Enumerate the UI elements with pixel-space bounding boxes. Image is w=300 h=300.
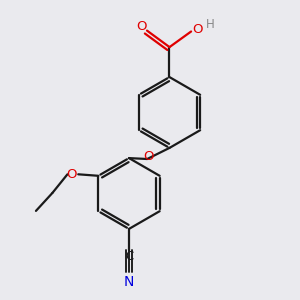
Text: O: O [67, 168, 77, 181]
Text: H: H [206, 18, 214, 32]
Text: O: O [192, 22, 202, 36]
Text: O: O [143, 149, 154, 163]
Text: C: C [125, 250, 133, 263]
Text: N: N [124, 275, 134, 290]
Text: O: O [136, 20, 147, 34]
